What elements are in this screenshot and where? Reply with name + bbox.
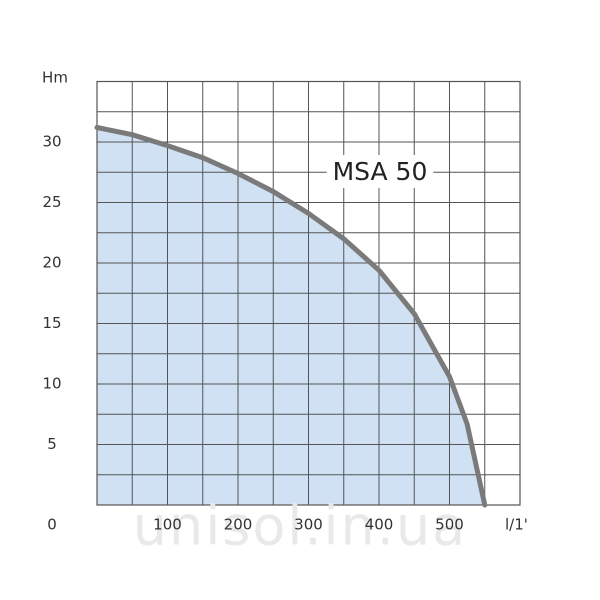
annotation-background	[326, 155, 434, 188]
x-tick-label: 500	[435, 516, 464, 534]
y-tick-label: 0	[47, 516, 57, 534]
annotation: MSA 50	[333, 157, 428, 186]
area	[97, 127, 485, 505]
y-tick-label: 5	[47, 435, 57, 453]
x-tick-label: 100	[153, 516, 182, 534]
x-tick-label: 400	[365, 516, 394, 534]
x-tick-label: 200	[224, 516, 253, 534]
y-tick-label: 30	[42, 133, 61, 151]
y-tick-label: 20	[42, 254, 61, 272]
x-tick-label: 300	[294, 516, 323, 534]
line	[94, 125, 488, 508]
y-tick-label: 25	[42, 193, 61, 211]
plot-frame	[96, 80, 521, 506]
watermark: unisol.in.ua	[133, 495, 468, 558]
y-tick-label: 15	[42, 314, 61, 332]
x-axis-label: l/1'	[505, 516, 528, 534]
y-axis-label: Hm	[42, 69, 68, 87]
y-tick-label: 10	[42, 375, 61, 393]
